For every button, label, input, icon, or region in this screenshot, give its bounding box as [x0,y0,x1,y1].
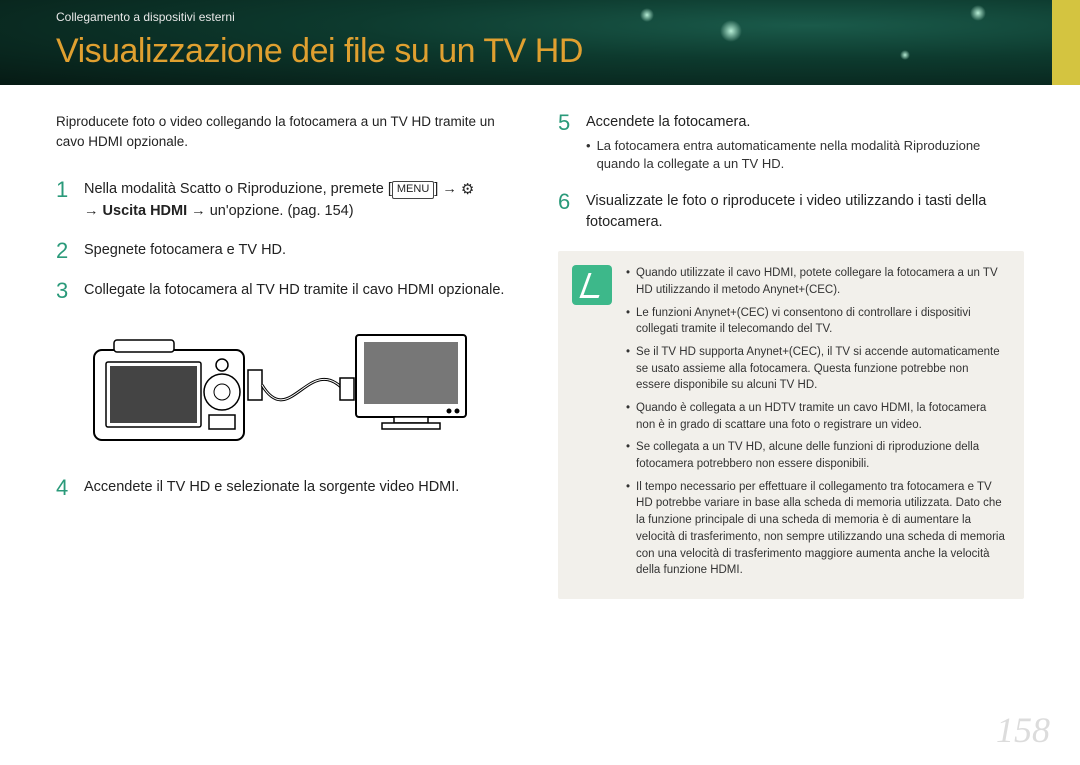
sparkle-decoration [720,20,742,42]
section-tab [1052,0,1080,85]
note-pen-icon [572,265,612,305]
step-number: 2 [56,240,72,262]
left-column: Riproducete foto o video collegando la f… [56,112,522,599]
step-body: Collegate la fotocamera al TV HD tramite… [84,280,522,302]
right-column: 5 Accendete la fotocamera. La fotocamera… [558,112,1024,599]
menu-button-icon: MENU [392,181,434,199]
step-body: Visualizzate le foto o riproducete i vid… [586,191,1024,233]
sparkle-decoration [970,5,986,21]
step-body: Nella modalità Scatto o Riproduzione, pr… [84,179,522,222]
step-1: 1 Nella modalità Scatto o Riproduzione, … [56,179,522,222]
note-item: Il tempo necessario per effettuare il co… [626,479,1006,579]
camera-icon [94,340,244,440]
intro-text: Riproducete foto o video collegando la f… [56,112,522,151]
step-body: Spegnete fotocamera e TV HD. [84,240,522,262]
step-number: 3 [56,280,72,302]
step-2: 2 Spegnete fotocamera e TV HD. [56,240,522,262]
note-item: Le funzioni Anynet+(CEC) vi consentono d… [626,305,1006,338]
note-item: Se collegata a un TV HD, alcune delle fu… [626,439,1006,472]
page-number: 158 [996,709,1050,751]
note-item: Quando è collegata a un HDTV tramite un … [626,400,1006,433]
note-item: Se il TV HD supporta Anynet+(CEC), il TV… [626,344,1006,394]
note-callout: Quando utilizzate il cavo HDMI, potete c… [558,251,1024,598]
breadcrumb: Collegamento a dispositivi esterni [56,10,235,24]
step-number: 1 [56,179,72,222]
step-body: Accendete la fotocamera. La fotocamera e… [586,112,1024,173]
step-3: 3 Collegate la fotocamera al TV HD trami… [56,280,522,302]
step-6: 6 Visualizzate le foto o riproducete i v… [558,191,1024,233]
note-item: Quando utilizzate il cavo HDMI, potete c… [626,265,1006,298]
gear-icon: ⚙ [461,181,474,198]
page-title: Visualizzazione dei file su un TV HD [56,32,583,71]
step-5: 5 Accendete la fotocamera. La fotocamera… [558,112,1024,173]
sparkle-decoration [900,50,910,60]
sparkle-decoration [640,8,654,22]
hdmi-cable-icon [248,370,354,400]
step-4: 4 Accendete il TV HD e selezionate la so… [56,477,522,499]
step-sub-bullet: La fotocamera entra automaticamente nell… [586,137,1024,173]
connection-diagram [84,320,522,455]
step-number: 6 [558,191,574,233]
step-number: 5 [558,112,574,173]
step-body: Accendete il TV HD e selezionate la sorg… [84,477,522,499]
tv-icon [356,335,466,429]
step-number: 4 [56,477,72,499]
note-list: Quando utilizzate il cavo HDMI, potete c… [626,265,1006,584]
